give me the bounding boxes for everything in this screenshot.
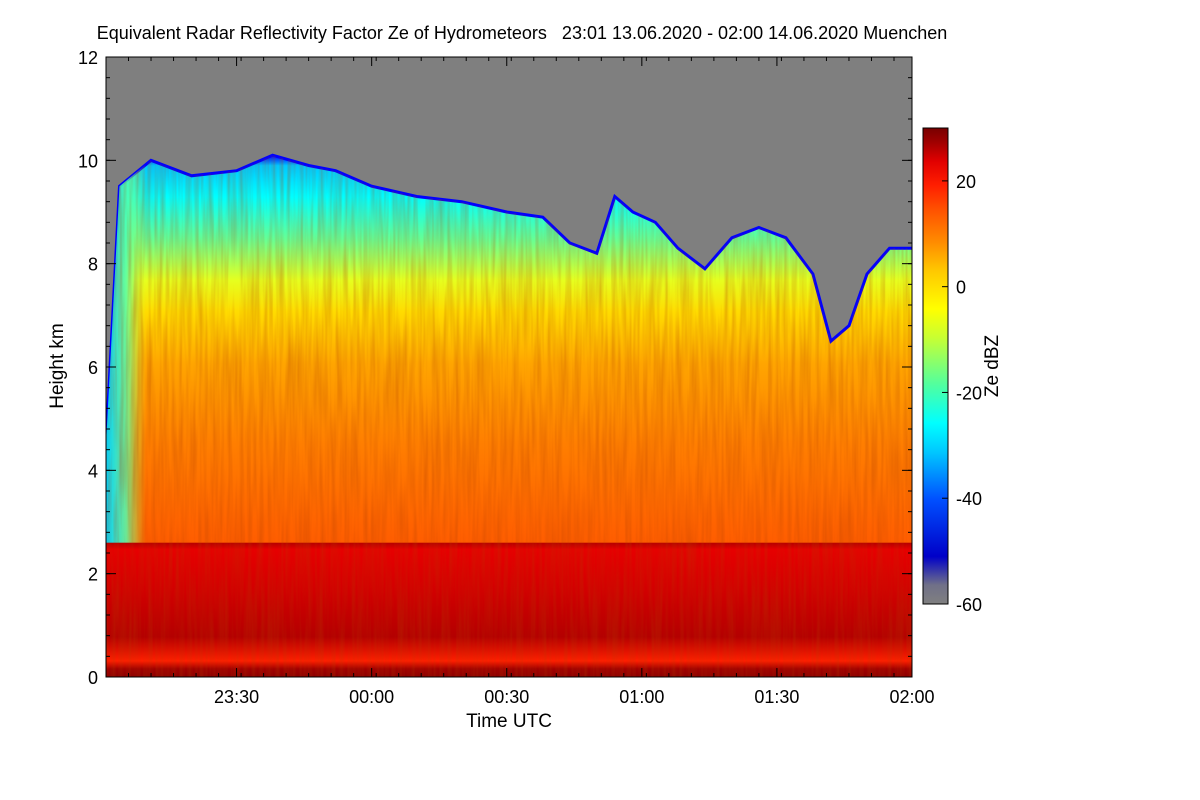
x-axis-label: Time UTC [466,711,552,732]
colorbar: 20 0 -20 -40 -60 Ze dBZ [922,127,1003,615]
y-tick-label: 6 [88,358,98,378]
colorbar-tick-label: -40 [956,489,982,509]
y-tick-label: 0 [88,668,98,688]
y-tick-label: 2 [88,565,98,585]
x-tick-label: 00:30 [484,687,529,707]
y-axis: 0 2 4 6 8 10 12 [78,48,912,688]
colorbar-label: Ze dBZ [982,334,1003,397]
x-tick-label: 23:30 [214,687,259,707]
y-tick-label: 10 [78,151,98,171]
y-tick-label: 8 [88,255,98,275]
colorbar-ticks: 20 0 -20 -40 -60 [942,172,982,615]
x-tick-label: 01:00 [619,687,664,707]
colorbar-tick-label: -60 [956,595,982,615]
colorbar-tick-label: 20 [956,172,976,192]
colorbar-gradient [922,127,949,605]
x-tick-label: 01:30 [754,687,799,707]
x-tick-label: 02:00 [889,687,934,707]
y-tick-label: 12 [78,48,98,68]
colorbar-tick-label: 0 [956,278,966,298]
texture-overlay [106,155,912,677]
y-axis-label: Height km [47,323,68,409]
y-tick-label: 4 [88,461,98,481]
x-tick-label: 00:00 [349,687,394,707]
colorbar-tick-label: -20 [956,383,982,403]
plot-area [106,57,912,677]
chart-title: Equivalent Radar Reflectivity Factor Ze … [97,23,948,43]
x-axis: 23:30 00:00 00:30 01:00 01:30 02:00 [105,57,935,707]
